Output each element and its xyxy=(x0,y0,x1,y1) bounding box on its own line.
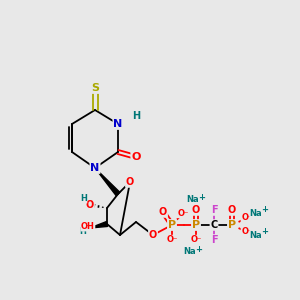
Text: +: + xyxy=(262,206,268,214)
Text: O⁻: O⁻ xyxy=(241,227,253,236)
Text: P: P xyxy=(168,220,176,230)
Text: O: O xyxy=(131,152,141,162)
Text: O: O xyxy=(86,200,94,210)
Text: N: N xyxy=(90,163,100,173)
Text: O⁻: O⁻ xyxy=(241,214,253,223)
Text: O: O xyxy=(159,207,167,217)
Text: N: N xyxy=(113,119,123,129)
Text: +: + xyxy=(196,244,202,253)
Text: O: O xyxy=(192,205,200,215)
Text: H: H xyxy=(132,111,140,121)
Text: O⁻: O⁻ xyxy=(177,208,189,217)
Text: +: + xyxy=(199,193,206,202)
Text: P: P xyxy=(228,220,236,230)
Text: O⁻: O⁻ xyxy=(166,236,178,244)
Text: C: C xyxy=(210,220,218,230)
Text: O: O xyxy=(149,230,157,240)
Text: F: F xyxy=(211,235,217,245)
Text: O: O xyxy=(228,205,236,215)
Polygon shape xyxy=(95,168,120,196)
Text: +: + xyxy=(262,227,268,236)
Text: H: H xyxy=(80,194,87,203)
Polygon shape xyxy=(90,222,108,228)
Text: OH: OH xyxy=(81,222,95,231)
Text: P: P xyxy=(192,220,200,230)
Text: S: S xyxy=(91,83,99,93)
Text: O: O xyxy=(126,177,134,187)
Text: Na: Na xyxy=(187,196,199,205)
Text: F: F xyxy=(211,205,217,215)
Text: O: O xyxy=(86,223,94,233)
Text: Na: Na xyxy=(250,230,262,239)
Text: Na: Na xyxy=(250,208,262,217)
Text: O⁻: O⁻ xyxy=(190,236,202,244)
Text: Na: Na xyxy=(184,248,196,256)
Text: H: H xyxy=(79,227,86,236)
